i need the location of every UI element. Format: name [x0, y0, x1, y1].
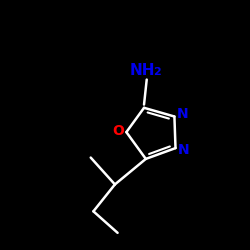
Text: N: N — [177, 107, 188, 121]
Text: O: O — [112, 124, 124, 138]
Text: 2: 2 — [154, 66, 161, 76]
Text: NH: NH — [129, 63, 155, 78]
Text: N: N — [178, 143, 190, 157]
